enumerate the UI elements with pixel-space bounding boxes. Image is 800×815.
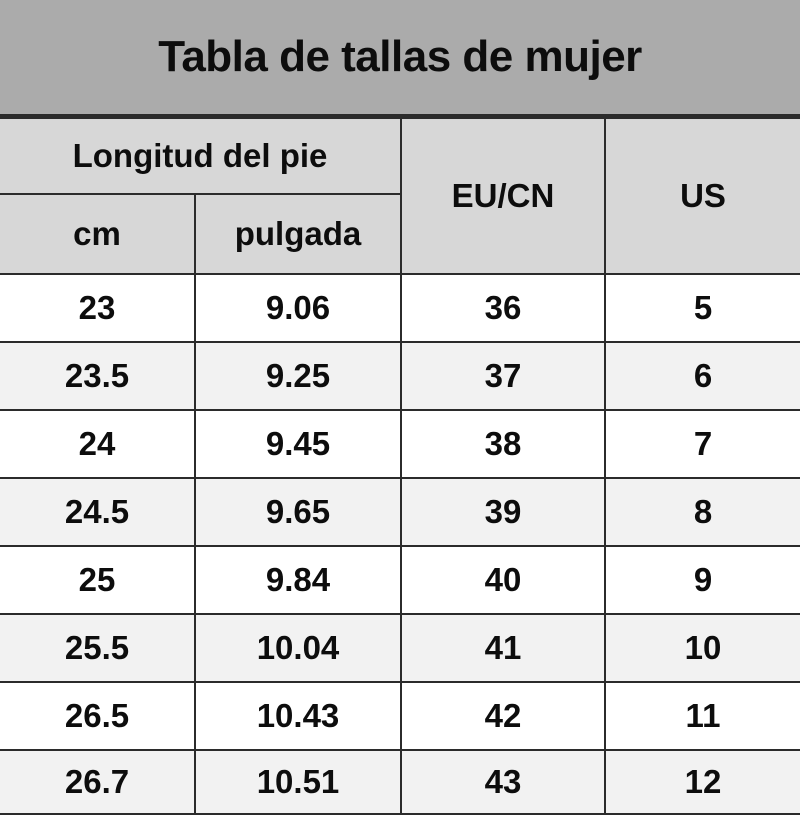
- cell-cm: 26.5: [0, 681, 196, 751]
- cell-cm: 25.5: [0, 613, 196, 683]
- header-row-units: cm pulgada: [0, 193, 800, 275]
- table-row: 25.5 10.04 41 10: [0, 613, 800, 683]
- cell-pulgada: 10.51: [194, 749, 402, 815]
- cell-eu-cn: 36: [400, 273, 606, 343]
- table-body: 23 9.06 36 5 23.5 9.25 37 6 24 9.45 38 7 24.5 9.65 39 8…: [0, 273, 800, 815]
- title-bar: Tabla de tallas de mujer: [0, 0, 800, 117]
- table-row: 23.5 9.25 37 6: [0, 341, 800, 411]
- cell-pulgada: 9.06: [194, 273, 402, 343]
- cell-cm: 24.5: [0, 477, 196, 547]
- cell-cm: 26.7: [0, 749, 196, 815]
- cell-us: 10: [604, 613, 800, 683]
- header-unit-cm: cm: [0, 193, 196, 275]
- cell-us: 5: [604, 273, 800, 343]
- table-row: 26.5 10.43 42 11: [0, 681, 800, 751]
- header-foot-length: Longitud del pie: [0, 117, 402, 195]
- cell-pulgada: 10.04: [194, 613, 402, 683]
- cell-us: 7: [604, 409, 800, 479]
- table-row: 25 9.84 40 9: [0, 545, 800, 615]
- table-row: 23 9.06 36 5: [0, 273, 800, 343]
- header-unit-inch: pulgada: [194, 193, 401, 275]
- cell-eu-cn: 39: [400, 477, 606, 547]
- table-row: 26.7 10.51 43 12: [0, 749, 800, 815]
- cell-us: 11: [604, 681, 800, 751]
- header-us: US: [604, 117, 800, 275]
- table-row: 24.5 9.65 39 8: [0, 477, 800, 547]
- cell-cm: 25: [0, 545, 196, 615]
- cell-pulgada: 9.45: [194, 409, 402, 479]
- header-eu-cn: EU/CN: [400, 117, 606, 275]
- cell-pulgada: 10.43: [194, 681, 402, 751]
- header-row-group: Longitud del pie EU/CN US: [0, 117, 800, 275]
- cell-us: 9: [604, 545, 800, 615]
- cell-us: 6: [604, 341, 800, 411]
- cell-eu-cn: 37: [400, 341, 606, 411]
- cell-cm: 23.5: [0, 341, 196, 411]
- size-chart-table: Longitud del pie EU/CN US cm pulgada 23 9…: [0, 117, 800, 815]
- cell-pulgada: 9.84: [194, 545, 402, 615]
- cell-eu-cn: 42: [400, 681, 606, 751]
- cell-eu-cn: 41: [400, 613, 606, 683]
- table-row: 24 9.45 38 7: [0, 409, 800, 479]
- cell-pulgada: 9.65: [194, 477, 402, 547]
- table-header: Longitud del pie EU/CN US cm pulgada: [0, 117, 800, 275]
- page-title: Tabla de tallas de mujer: [158, 32, 642, 81]
- cell-cm: 23: [0, 273, 196, 343]
- cell-eu-cn: 38: [400, 409, 606, 479]
- cell-cm: 24: [0, 409, 196, 479]
- cell-us: 8: [604, 477, 800, 547]
- cell-pulgada: 9.25: [194, 341, 402, 411]
- cell-us: 12: [604, 749, 800, 815]
- cell-eu-cn: 40: [400, 545, 606, 615]
- cell-eu-cn: 43: [400, 749, 606, 815]
